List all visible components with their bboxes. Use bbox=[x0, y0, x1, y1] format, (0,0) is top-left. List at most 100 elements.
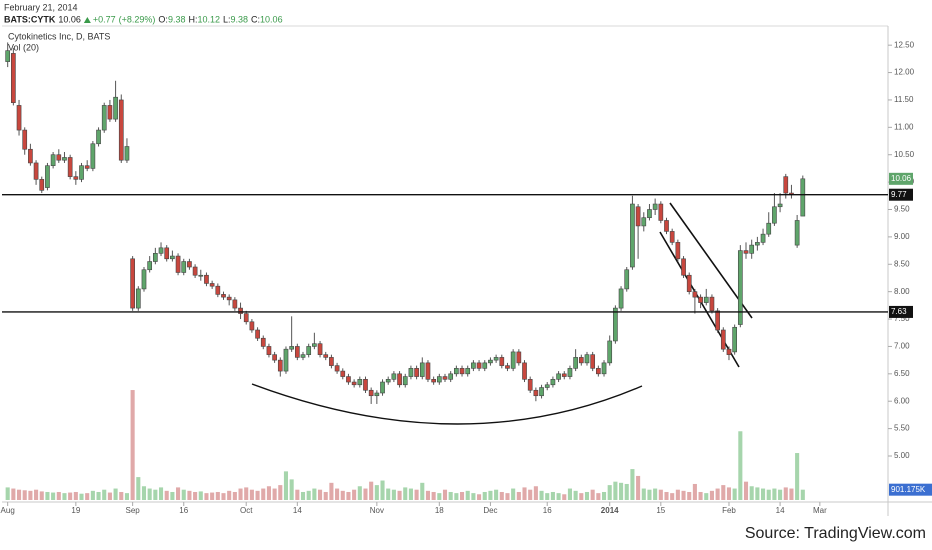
candle-body bbox=[107, 105, 113, 120]
volume-bar bbox=[306, 490, 311, 500]
candle-body bbox=[306, 346, 312, 355]
volume-bar bbox=[562, 494, 567, 500]
candle-body bbox=[465, 368, 471, 375]
candle-body bbox=[130, 258, 135, 309]
volume-bar bbox=[153, 489, 158, 500]
volume-bar bbox=[34, 489, 39, 500]
x-tick-label: Nov bbox=[370, 506, 384, 515]
volume-bar bbox=[624, 483, 629, 500]
candle-body bbox=[351, 381, 357, 386]
volume-bar bbox=[726, 487, 732, 500]
x-tick-label: 16 bbox=[179, 506, 188, 515]
volume-bar bbox=[232, 491, 237, 500]
volume-bar bbox=[420, 482, 425, 500]
candle-body bbox=[630, 203, 635, 268]
volume-bar bbox=[442, 489, 448, 500]
candle-body bbox=[590, 354, 596, 369]
candle-body bbox=[652, 203, 658, 210]
x-tick-label: 14 bbox=[776, 506, 785, 515]
y-tick-label: 9.00 bbox=[894, 232, 910, 241]
volume-bar bbox=[505, 493, 510, 500]
volume-bar bbox=[698, 491, 703, 500]
volume-bar bbox=[170, 491, 175, 500]
x-tick-label: 19 bbox=[71, 506, 80, 515]
candle-body bbox=[260, 337, 266, 347]
volume-bar bbox=[704, 493, 709, 500]
volume-bar bbox=[39, 491, 44, 500]
candle-body bbox=[499, 357, 505, 366]
candle-body bbox=[567, 368, 573, 377]
volume-title: Vol (20) bbox=[8, 42, 39, 52]
candle-body bbox=[56, 154, 62, 161]
y-tick-label: 8.50 bbox=[894, 259, 910, 268]
volume-bar bbox=[193, 491, 198, 500]
volume-bar bbox=[204, 493, 209, 500]
volume-bar bbox=[755, 487, 760, 500]
volume-bar bbox=[79, 493, 84, 500]
volume-bar bbox=[658, 489, 663, 500]
volume-bar bbox=[136, 477, 141, 500]
candle-body bbox=[50, 154, 56, 166]
volume-bar bbox=[499, 491, 504, 500]
volume-bar bbox=[800, 489, 805, 500]
candle-body bbox=[294, 346, 300, 358]
candle-body bbox=[209, 283, 215, 287]
candle-body bbox=[187, 261, 192, 268]
source: Source: TradingView.com bbox=[745, 525, 926, 542]
candle-body bbox=[67, 157, 73, 177]
candle-body bbox=[698, 296, 703, 303]
volume-bar bbox=[619, 482, 624, 500]
candle-body bbox=[459, 368, 465, 375]
candle-body bbox=[16, 105, 22, 131]
volume-bar bbox=[709, 490, 714, 500]
volume-bar bbox=[278, 485, 283, 500]
volume-bar bbox=[238, 488, 243, 500]
candle-body bbox=[181, 261, 187, 273]
candle-body bbox=[749, 244, 755, 254]
candle-body bbox=[135, 288, 141, 309]
candle-body bbox=[317, 343, 323, 355]
candle-body bbox=[613, 307, 618, 342]
x-tick-label: 14 bbox=[293, 506, 302, 515]
volume-bar bbox=[414, 489, 419, 500]
candle-body bbox=[175, 255, 181, 273]
ohlc-value: 10.06 bbox=[260, 14, 283, 24]
candle-body bbox=[329, 357, 334, 366]
volume-bar bbox=[318, 489, 323, 500]
candle-body bbox=[141, 269, 147, 290]
y-tick-label: 7.50 bbox=[894, 314, 910, 323]
volume-bar bbox=[573, 490, 578, 500]
candle-body bbox=[533, 389, 539, 397]
volume-bar bbox=[176, 487, 181, 500]
volume-bar bbox=[261, 488, 266, 500]
candle-body bbox=[226, 296, 232, 301]
x-tick-label: Mar bbox=[813, 506, 827, 515]
candle-body bbox=[113, 96, 118, 120]
candle-body bbox=[363, 379, 368, 391]
volume-bar bbox=[766, 489, 771, 500]
hline-tag-box bbox=[889, 188, 913, 201]
candle-body bbox=[11, 53, 16, 103]
candle-body bbox=[561, 373, 567, 377]
y-tick-label: 5.00 bbox=[894, 451, 910, 460]
volume-bar bbox=[340, 490, 345, 500]
candle-body bbox=[488, 359, 493, 364]
volume-bar bbox=[687, 491, 692, 500]
header-date: February 21, 2014 bbox=[4, 2, 78, 12]
y-tick-label: 6.00 bbox=[894, 396, 910, 405]
candle-body bbox=[215, 285, 221, 295]
y-tick-label: 11.50 bbox=[894, 95, 914, 104]
volume-bar bbox=[249, 489, 254, 500]
volume-bar bbox=[335, 488, 340, 500]
volume-bar bbox=[107, 492, 112, 500]
candle-body bbox=[340, 370, 346, 377]
volume-bar bbox=[590, 489, 595, 500]
candle-body bbox=[783, 176, 789, 194]
x-tick-label: 18 bbox=[435, 506, 444, 515]
candle-body bbox=[578, 357, 584, 364]
volume-bar bbox=[45, 491, 50, 500]
x-tick-label: 16 bbox=[543, 506, 552, 515]
candle-body bbox=[28, 148, 33, 164]
candle-body bbox=[289, 346, 294, 350]
ohlc-value: 9.38 bbox=[231, 14, 249, 24]
